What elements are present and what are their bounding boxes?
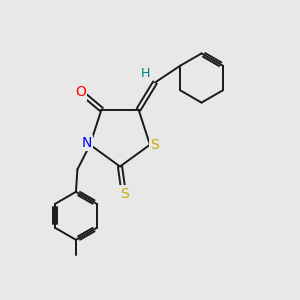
Text: S: S — [150, 138, 159, 152]
Text: N: N — [81, 136, 92, 150]
Text: O: O — [75, 85, 86, 99]
Text: H: H — [141, 67, 150, 80]
Text: S: S — [120, 187, 129, 200]
